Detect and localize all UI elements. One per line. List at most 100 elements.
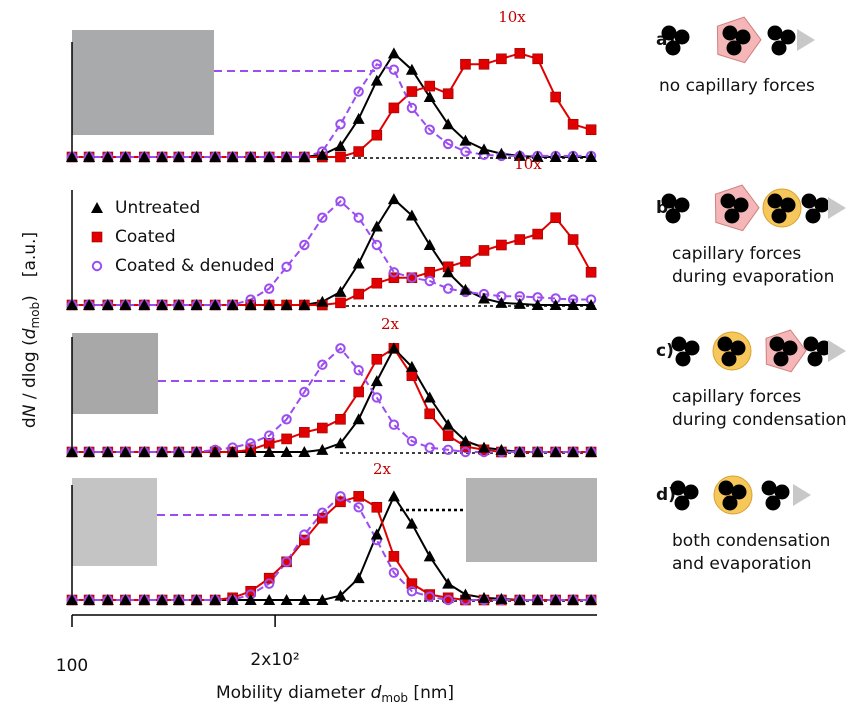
triangle-marker <box>423 391 436 403</box>
arrow-head <box>793 484 811 506</box>
square-marker <box>335 151 346 163</box>
square-marker <box>424 266 436 278</box>
triangle-marker <box>334 285 347 297</box>
square-marker <box>532 228 543 240</box>
triangle-marker <box>138 151 151 162</box>
arrow-head <box>797 29 815 51</box>
schematic-label: c) <box>656 341 674 361</box>
particle <box>774 484 790 500</box>
triangle-marker <box>190 446 203 457</box>
particle <box>674 197 690 213</box>
triangle-marker <box>387 342 400 354</box>
triangle-marker <box>190 151 203 162</box>
triangle-marker <box>209 151 222 162</box>
square-marker <box>424 589 436 600</box>
triangle-marker <box>298 299 311 310</box>
square-marker <box>299 534 310 546</box>
particle <box>661 25 677 41</box>
particle <box>780 197 796 213</box>
square-marker <box>442 592 454 604</box>
triangle-marker <box>190 299 203 310</box>
legend-marker <box>91 231 103 243</box>
triangle-marker <box>387 193 400 205</box>
schematic-caption: capillary forces <box>672 244 801 264</box>
circle-marker <box>388 419 400 430</box>
triangle-marker <box>66 151 78 162</box>
particle <box>721 351 737 367</box>
triangle-marker <box>531 446 544 457</box>
square-marker <box>299 427 310 438</box>
square-marker <box>550 212 561 224</box>
circle-marker <box>406 272 418 283</box>
y-label-part: mob <box>28 302 42 329</box>
triangle-marker <box>459 134 472 146</box>
square-marker <box>335 297 346 309</box>
triangle-marker <box>370 375 383 387</box>
particle <box>684 340 700 356</box>
square-marker <box>460 58 471 70</box>
y-unit: [a.u.] <box>20 232 40 277</box>
triangle-marker <box>244 446 257 457</box>
triangle-marker <box>334 140 347 152</box>
square-marker <box>585 124 597 136</box>
circle-marker <box>442 138 454 150</box>
particle <box>771 40 787 56</box>
particle <box>720 193 736 209</box>
triangle-marker <box>405 517 418 529</box>
triangle-marker <box>172 594 185 605</box>
fit-line <box>72 200 592 306</box>
annotation: 2x <box>373 460 392 478</box>
particle <box>717 336 733 352</box>
triangle-marker <box>138 594 151 605</box>
particle <box>722 25 738 41</box>
triangle-marker <box>442 577 455 589</box>
square-marker <box>406 370 418 381</box>
triangle-marker <box>280 446 293 457</box>
triangle-marker <box>119 446 132 457</box>
circle-marker <box>460 146 471 157</box>
circle-marker <box>353 86 364 97</box>
x-tick-label: 2x10² <box>250 650 299 670</box>
triangle-marker <box>495 296 508 308</box>
square-marker <box>388 102 400 114</box>
y-label-part: ) <box>20 295 40 302</box>
square-marker <box>353 146 364 157</box>
x-tick-label: 100 <box>56 656 88 676</box>
particle <box>780 29 796 45</box>
circle-marker <box>317 359 328 370</box>
particle <box>674 495 690 511</box>
triangle-marker <box>387 47 400 59</box>
triangle-marker <box>352 112 365 124</box>
triangle-marker <box>405 360 418 372</box>
square-marker <box>406 578 418 589</box>
triangle-marker <box>298 151 311 162</box>
square-marker <box>388 551 400 562</box>
triangle-marker <box>83 299 96 310</box>
square-marker <box>496 239 507 251</box>
triangle-marker <box>280 594 293 605</box>
square-marker <box>406 86 418 97</box>
circle-marker <box>281 556 292 568</box>
triangle-marker <box>423 239 436 250</box>
circle-marker <box>424 275 435 287</box>
triangle-marker <box>156 299 169 310</box>
arrow-head <box>828 197 846 219</box>
particle <box>816 340 832 356</box>
circle-marker <box>317 212 328 223</box>
triangle-marker <box>423 550 436 562</box>
annotation: 2x <box>381 315 400 333</box>
circle-marker <box>388 64 400 75</box>
triangle-marker <box>477 292 490 304</box>
particle <box>730 340 746 356</box>
triangle-marker <box>370 528 383 540</box>
triangle-marker <box>156 594 169 605</box>
particle <box>771 208 787 224</box>
triangle-marker <box>119 594 132 605</box>
square-marker <box>424 80 436 92</box>
triangle-marker <box>370 74 383 86</box>
square-marker <box>460 256 471 267</box>
triangle-marker <box>495 147 508 159</box>
triangle-marker <box>585 594 598 605</box>
tem-inset <box>72 30 214 135</box>
circle-marker <box>335 343 346 354</box>
